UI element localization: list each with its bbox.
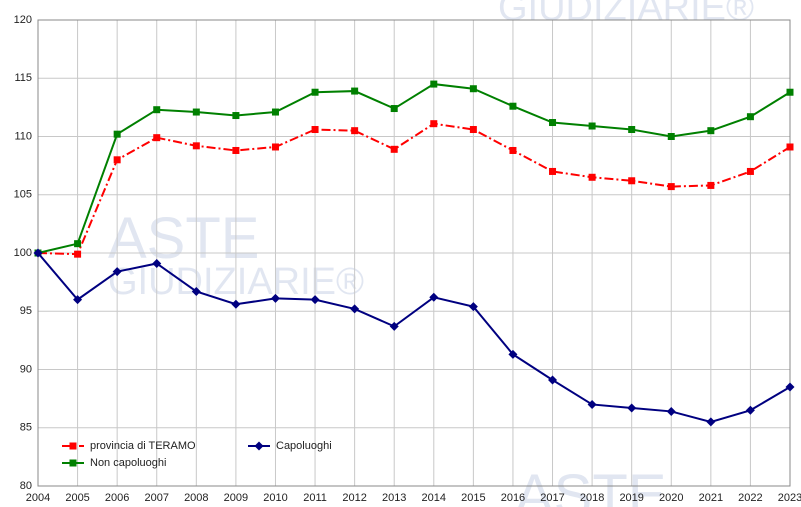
chart: ASTE GIUDIZIARIE® GIUDIZIARIE® ASTE 8085… (0, 0, 801, 507)
marker (312, 126, 319, 133)
marker (589, 174, 596, 181)
marker (549, 119, 556, 126)
marker (786, 382, 795, 391)
marker (627, 403, 636, 412)
marker (628, 126, 635, 133)
y-tick-label: 100 (14, 247, 32, 259)
marker (747, 168, 754, 175)
x-tick-label: 2020 (659, 492, 683, 504)
x-tick-label: 2013 (382, 492, 406, 504)
x-tick-label: 2009 (224, 492, 248, 504)
y-tick-label: 90 (20, 363, 32, 375)
watermark: GIUDIZIARIE® (498, 0, 754, 29)
y-tick-label: 105 (14, 189, 32, 201)
marker (272, 109, 279, 116)
x-tick-label: 2008 (184, 492, 208, 504)
marker (707, 182, 714, 189)
marker (351, 88, 358, 95)
x-tick-label: 2007 (144, 492, 168, 504)
marker (746, 406, 755, 415)
x-tick-label: 2004 (26, 492, 50, 504)
marker (668, 133, 675, 140)
marker (667, 407, 676, 416)
legend-label: Non capoluoghi (90, 457, 166, 469)
marker (509, 147, 516, 154)
x-tick-label: 2022 (738, 492, 762, 504)
legend-marker (255, 442, 264, 451)
x-tick-label: 2010 (263, 492, 287, 504)
marker (74, 240, 81, 247)
y-tick-label: 115 (14, 72, 32, 84)
marker (232, 147, 239, 154)
marker (153, 134, 160, 141)
y-tick-label: 110 (14, 130, 32, 142)
marker (430, 81, 437, 88)
x-tick-label: 2016 (501, 492, 525, 504)
marker (549, 168, 556, 175)
marker (350, 304, 359, 313)
marker (153, 106, 160, 113)
marker (312, 89, 319, 96)
x-tick-label: 2011 (303, 492, 327, 504)
marker (668, 183, 675, 190)
marker (74, 251, 81, 258)
marker (193, 142, 200, 149)
legend-label: Capoluoghi (276, 440, 332, 452)
marker (232, 112, 239, 119)
marker (470, 126, 477, 133)
x-tick-label: 2006 (105, 492, 129, 504)
x-tick-label: 2017 (540, 492, 564, 504)
x-tick-label: 2005 (65, 492, 89, 504)
y-tick-label: 80 (20, 480, 32, 492)
y-tick-label: 120 (14, 14, 32, 26)
y-tick-label: 85 (20, 422, 32, 434)
marker (391, 105, 398, 112)
marker (787, 143, 794, 150)
marker (707, 127, 714, 134)
marker (114, 156, 121, 163)
page: {"chart_data": {"type": "line", "waterma… (0, 0, 801, 507)
marker (706, 417, 715, 426)
marker (430, 120, 437, 127)
x-tick-label: 2019 (619, 492, 643, 504)
marker (193, 109, 200, 116)
legend-marker (70, 443, 77, 450)
marker (628, 177, 635, 184)
marker (509, 103, 516, 110)
marker (391, 146, 398, 153)
marker (588, 400, 597, 409)
marker (272, 143, 279, 150)
marker (470, 85, 477, 92)
y-tick-label: 95 (20, 305, 32, 317)
x-tick-label: 2014 (422, 492, 446, 504)
legend-label: provincia di TERAMO (90, 440, 196, 452)
marker (589, 123, 596, 130)
marker (114, 131, 121, 138)
legend-marker (70, 460, 77, 467)
x-tick-label: 2021 (699, 492, 723, 504)
x-tick-label: 2015 (461, 492, 485, 504)
marker (351, 127, 358, 134)
marker (787, 89, 794, 96)
x-tick-label: 2023 (778, 492, 801, 504)
marker (747, 113, 754, 120)
x-tick-label: 2018 (580, 492, 604, 504)
x-tick-label: 2012 (342, 492, 366, 504)
